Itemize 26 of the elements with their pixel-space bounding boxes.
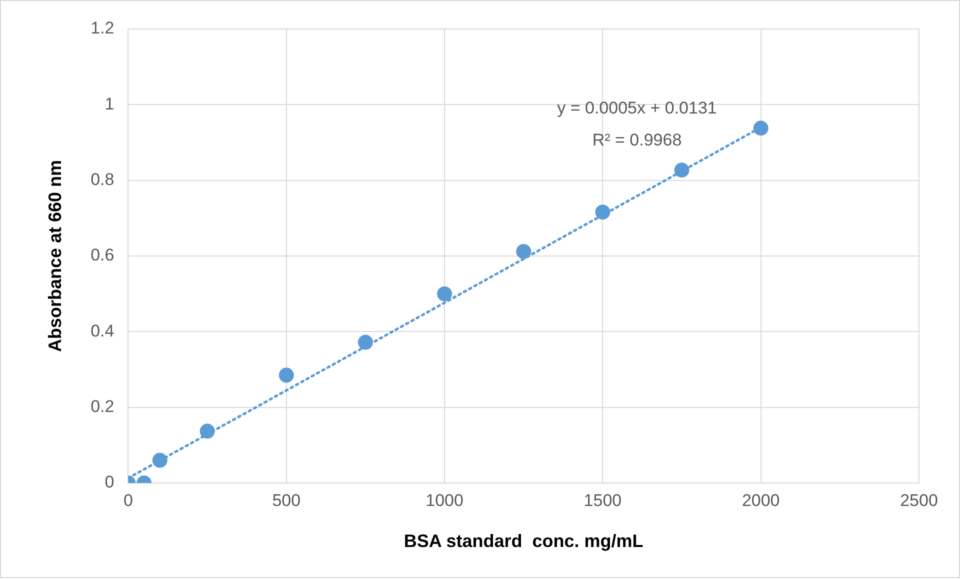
y-tick-label: 0.6: [90, 246, 114, 265]
x-tick-label: 2500: [900, 490, 938, 510]
y-tick-label: 1.2: [90, 18, 114, 38]
point: [516, 244, 532, 259]
y-tick-label: 1: [104, 94, 114, 114]
annotation: y = 0.0005x + 0.0131: [557, 98, 717, 118]
x-tick-label: 1000: [426, 490, 464, 510]
point: [152, 452, 168, 468]
point: [674, 162, 690, 178]
x-tick-label: 2000: [742, 490, 780, 510]
x-tick-label: 500: [272, 490, 301, 510]
y-tick-label: 0.8: [90, 170, 114, 190]
y-tick-label: 0: [104, 472, 114, 492]
y-tick-label: 0.2: [90, 397, 114, 416]
point: [278, 368, 294, 383]
x-tick-label: 0: [124, 490, 133, 510]
point: [437, 286, 452, 302]
x-tick-label: 1500: [584, 490, 622, 510]
y-axis-title: Absorbance at 660 nm: [44, 160, 65, 352]
point: [753, 120, 768, 136]
point: [200, 424, 215, 439]
annotation: R² = 0.9968: [592, 130, 682, 150]
point: [595, 204, 610, 220]
y-tick-label: 0.4: [90, 321, 114, 340]
point: [358, 334, 373, 350]
x-axis-title: BSA standard conc. mg/mL: [404, 531, 644, 552]
